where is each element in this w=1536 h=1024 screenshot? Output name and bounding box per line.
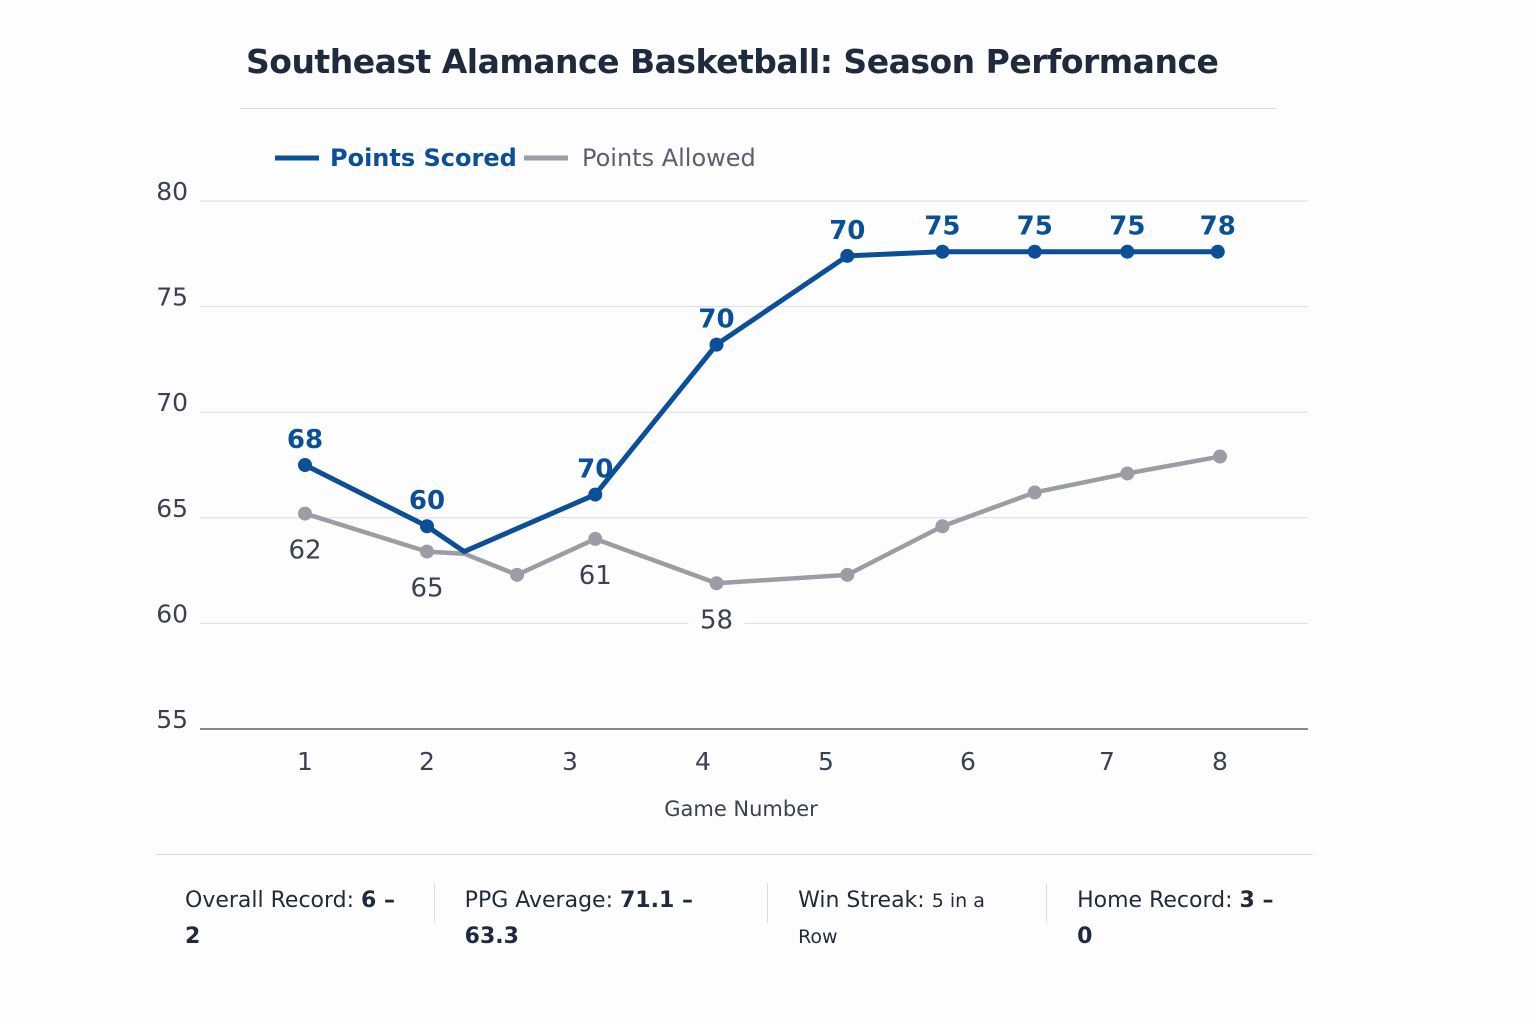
legend-label: Points Scored xyxy=(330,144,517,172)
y-tick-label: 70 xyxy=(156,388,188,417)
series-line-points-scored xyxy=(303,249,1218,555)
stats-bar: Overall Record: 6 – 2 PPG Average: 71.1 … xyxy=(155,854,1313,949)
data-point xyxy=(588,487,603,502)
x-tick-label: 4 xyxy=(695,747,711,776)
data-label: 75 xyxy=(924,212,960,242)
data-point xyxy=(1120,244,1135,259)
y-tick-label: 80 xyxy=(156,177,188,206)
label-background xyxy=(567,557,624,592)
stat-label: Overall Record: xyxy=(185,888,355,913)
stat-value: 6 – 2 xyxy=(185,888,396,949)
y-tick-label: 65 xyxy=(156,494,188,523)
stat-home-record: Home Record: 3 – 0 xyxy=(1046,883,1313,949)
data-label: 75 xyxy=(1017,212,1053,242)
label-background xyxy=(399,570,455,605)
data-label: 70 xyxy=(829,216,865,246)
title-divider xyxy=(240,108,1277,109)
data-point xyxy=(840,248,855,263)
x-tick-label: 8 xyxy=(1212,747,1228,776)
data-point xyxy=(1027,485,1042,500)
x-tick-label: 5 xyxy=(818,747,834,776)
data-point xyxy=(1027,244,1042,259)
stat-label: PPG Average: xyxy=(464,888,613,913)
stat-ppg-average: PPG Average: 71.1 – 63.3 xyxy=(433,883,767,949)
data-label: 78 xyxy=(1200,212,1236,242)
label-background xyxy=(277,532,333,567)
x-tick-label: 3 xyxy=(562,747,578,776)
data-label: 68 xyxy=(287,425,323,455)
label-background xyxy=(688,602,745,637)
data-label: 70 xyxy=(577,455,613,485)
data-label: 61 xyxy=(579,561,612,591)
y-tick-label: 55 xyxy=(156,705,188,734)
data-point xyxy=(510,567,525,582)
data-point xyxy=(420,519,434,534)
stat-value: 3 – 0 xyxy=(1077,888,1274,949)
series-line-points-allowed xyxy=(304,454,1221,586)
data-label: 60 xyxy=(409,486,445,516)
x-tick-label: 2 xyxy=(419,747,435,776)
data-point xyxy=(935,244,950,259)
x-tick-label: 1 xyxy=(297,747,313,776)
x-tick-label: 6 xyxy=(960,747,976,776)
data-point xyxy=(935,519,950,534)
data-point xyxy=(1213,449,1227,464)
y-tick-label: 60 xyxy=(156,599,188,628)
stat-overall-record: Overall Record: 6 – 2 xyxy=(155,883,434,949)
chart-title: Southeast Alamance Basketball: Season Pe… xyxy=(246,42,1219,81)
stat-win-streak: Win Streak: 5 in a Row xyxy=(767,883,1046,948)
stat-label: Win Streak: xyxy=(798,888,925,913)
legend-label: Points Allowed xyxy=(582,144,756,172)
data-point xyxy=(1210,244,1225,259)
data-point xyxy=(840,567,855,582)
data-point xyxy=(420,544,434,559)
data-point xyxy=(298,458,312,472)
data-label: 75 xyxy=(1109,212,1145,242)
data-point xyxy=(588,531,603,546)
data-point xyxy=(709,576,724,591)
data-label: 58 xyxy=(700,605,733,635)
y-tick-label: 75 xyxy=(156,283,188,312)
data-label: 65 xyxy=(410,574,443,604)
data-point xyxy=(1120,466,1135,481)
x-tick-label: 7 xyxy=(1099,747,1115,776)
stat-value: 5 in a Row xyxy=(798,890,985,948)
x-axis-label: Game Number xyxy=(664,797,818,821)
data-point xyxy=(298,506,312,521)
stat-value: 71.1 – 63.3 xyxy=(464,888,693,949)
data-label: 62 xyxy=(288,536,321,566)
stat-label: Home Record: xyxy=(1077,888,1233,913)
data-point xyxy=(709,337,724,352)
data-label: 70 xyxy=(698,305,734,335)
